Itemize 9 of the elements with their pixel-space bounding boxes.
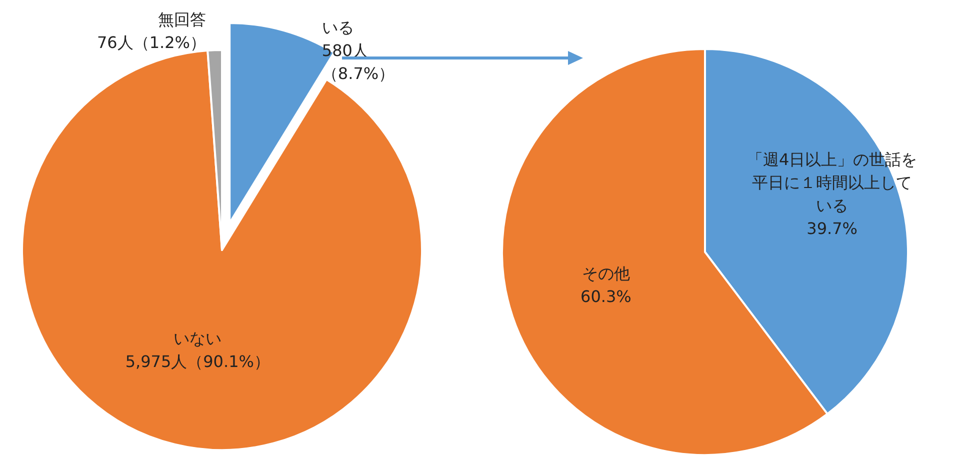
- slice-label: 「週4日以上」の世話を平日に１時間以上している: [746, 150, 918, 215]
- slice-label: 無回答: [158, 10, 206, 29]
- data-label: 60.3%: [580, 287, 632, 306]
- data-label: 76人（1.2%）: [96, 33, 206, 52]
- slice-label: いない: [174, 329, 222, 348]
- slice-label: その他: [582, 264, 630, 284]
- data-label: 39.7%: [806, 218, 858, 238]
- data-label: 5,975人（90.1%）: [125, 352, 270, 372]
- slice-label: いる: [322, 18, 354, 38]
